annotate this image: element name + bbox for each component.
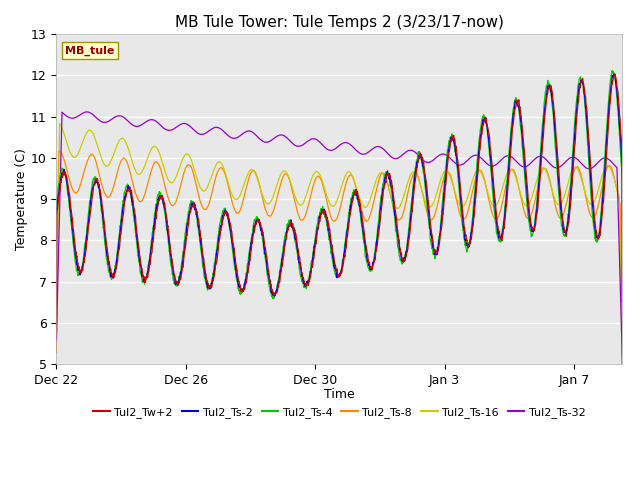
Tul2_Ts-4 <box>294 257 302 263</box>
Line: Tul2_Ts-8: Tul2_Ts-8 <box>56 151 623 372</box>
Tul2_Ts-4 <box>547 87 554 93</box>
Tul2_Ts-32 <box>83 109 91 115</box>
Tul2_Ts-2 <box>269 290 277 296</box>
Tul2_Tw+2 <box>269 292 277 298</box>
Line: Tul2_Ts-2: Tul2_Ts-2 <box>56 74 623 330</box>
Tul2_Ts-4 <box>117 217 125 223</box>
Tul2_Ts-2 <box>150 220 158 226</box>
Tul2_Tw+2 <box>607 87 615 93</box>
Tul2_Tw+2 <box>294 246 302 252</box>
Tul2_Ts-4 <box>607 72 615 78</box>
Tul2_Ts-8 <box>270 207 278 213</box>
Y-axis label: Temperature (C): Temperature (C) <box>15 148 28 250</box>
Tul2_Ts-8 <box>607 165 615 171</box>
Tul2_Ts-16 <box>270 192 278 198</box>
Line: Tul2_Ts-4: Tul2_Ts-4 <box>56 71 623 325</box>
Tul2_Ts-32 <box>52 337 60 343</box>
Tul2_Ts-2 <box>607 81 615 87</box>
Tul2_Ts-16 <box>117 136 125 142</box>
Tul2_Ts-8 <box>52 350 60 356</box>
Tul2_Ts-16 <box>619 370 627 375</box>
Tul2_Tw+2 <box>117 231 125 237</box>
Tul2_Ts-32 <box>547 161 554 167</box>
Tul2_Ts-32 <box>270 136 278 142</box>
Tul2_Ts-8 <box>547 180 554 186</box>
Tul2_Ts-16 <box>52 336 60 342</box>
Tul2_Tw+2 <box>547 85 554 91</box>
X-axis label: Time: Time <box>324 388 355 401</box>
Tul2_Ts-16 <box>547 181 554 187</box>
Tul2_Ts-4 <box>269 295 277 300</box>
Line: Tul2_Ts-16: Tul2_Ts-16 <box>56 123 623 372</box>
Tul2_Ts-32 <box>607 159 615 165</box>
Tul2_Ts-4 <box>608 68 616 73</box>
Tul2_Ts-2 <box>117 224 125 229</box>
Tul2_Ts-8 <box>151 160 159 166</box>
Text: MB_tule: MB_tule <box>65 46 115 56</box>
Tul2_Ts-32 <box>619 361 627 367</box>
Line: Tul2_Tw+2: Tul2_Tw+2 <box>56 74 623 335</box>
Tul2_Tw+2 <box>52 332 60 337</box>
Tul2_Ts-2 <box>294 250 302 256</box>
Tul2_Ts-8 <box>117 158 125 164</box>
Tul2_Ts-16 <box>607 168 615 173</box>
Tul2_Ts-8 <box>294 211 302 217</box>
Line: Tul2_Ts-32: Tul2_Ts-32 <box>56 112 623 364</box>
Tul2_Ts-2 <box>52 327 60 333</box>
Tul2_Ts-2 <box>547 86 554 92</box>
Tul2_Ts-4 <box>52 322 60 328</box>
Tul2_Ts-2 <box>611 71 619 77</box>
Tul2_Ts-32 <box>117 113 125 119</box>
Tul2_Tw+2 <box>150 225 158 231</box>
Tul2_Ts-4 <box>619 309 627 315</box>
Tul2_Ts-32 <box>294 144 302 149</box>
Legend: Tul2_Tw+2, Tul2_Ts-2, Tul2_Ts-4, Tul2_Ts-8, Tul2_Ts-16, Tul2_Ts-32: Tul2_Tw+2, Tul2_Ts-2, Tul2_Ts-4, Tul2_Ts… <box>89 403 590 423</box>
Tul2_Ts-2 <box>619 300 627 305</box>
Tul2_Ts-16 <box>294 201 302 206</box>
Tul2_Ts-8 <box>619 370 627 375</box>
Tul2_Ts-16 <box>151 144 159 149</box>
Tul2_Ts-4 <box>150 211 158 216</box>
Tul2_Tw+2 <box>619 292 627 298</box>
Tul2_Ts-16 <box>56 120 63 126</box>
Title: MB Tule Tower: Tule Temps 2 (3/23/17-now): MB Tule Tower: Tule Temps 2 (3/23/17-now… <box>175 15 504 30</box>
Tul2_Ts-32 <box>151 118 159 123</box>
Tul2_Ts-8 <box>55 148 63 154</box>
Tul2_Tw+2 <box>611 72 618 77</box>
